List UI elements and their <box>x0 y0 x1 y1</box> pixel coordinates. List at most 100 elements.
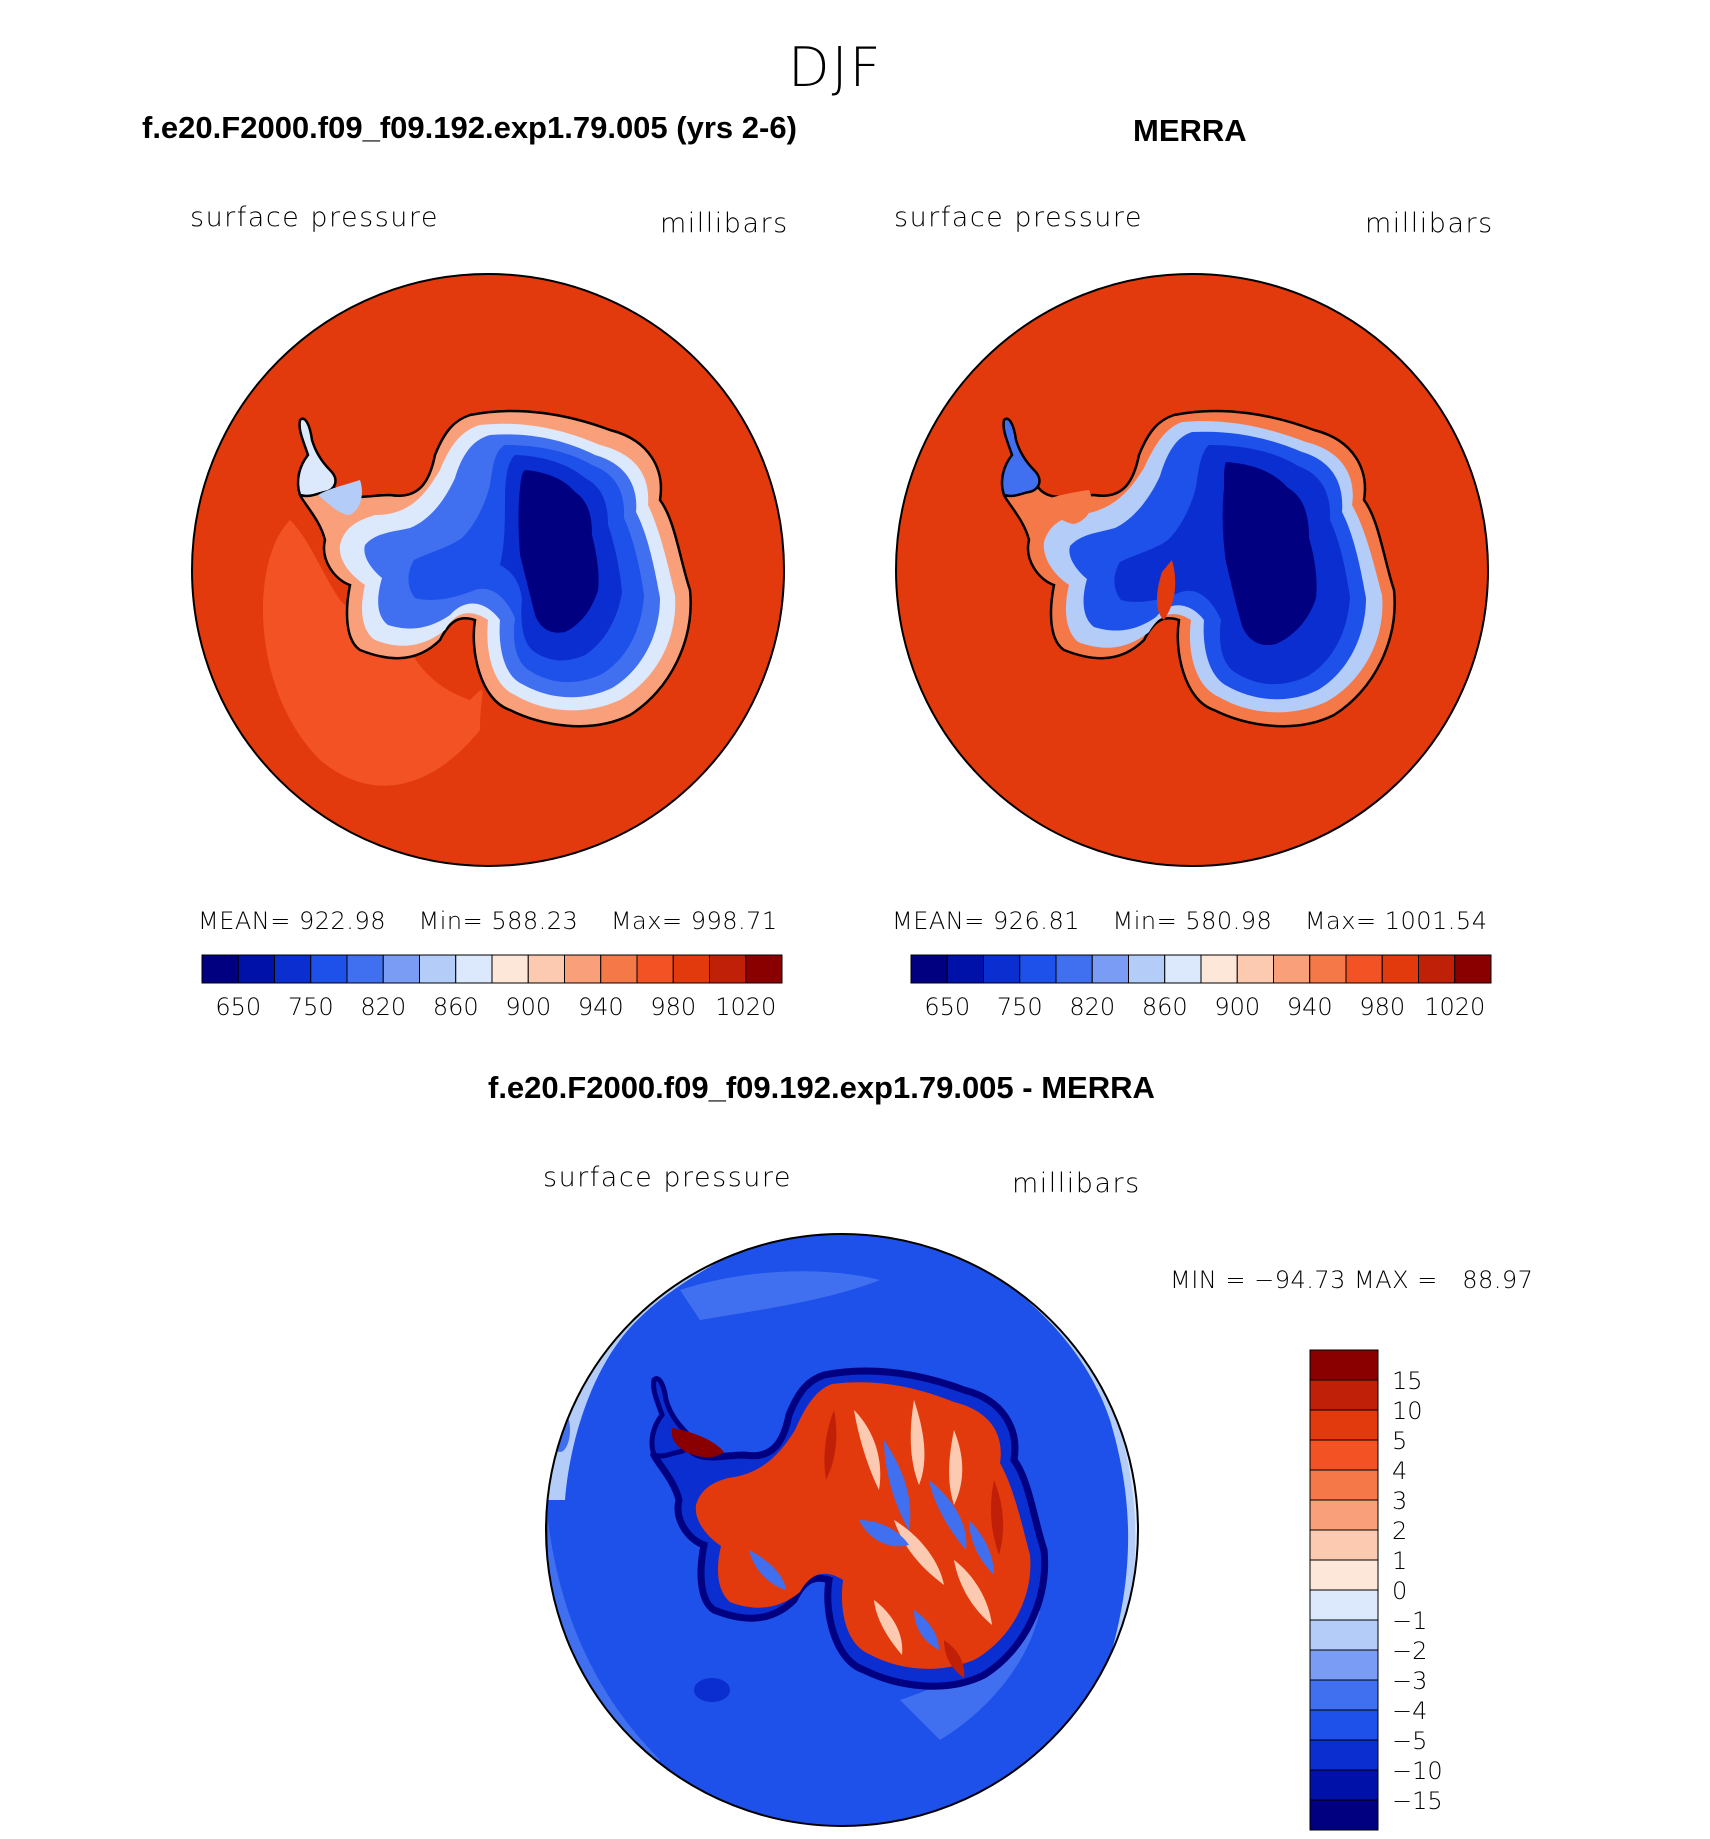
panel2-colorbar-box <box>1019 954 1057 984</box>
panel1-colorbar-box <box>564 954 602 984</box>
panel2-colorbar-box <box>946 954 984 984</box>
panel1-colorbar-box <box>237 954 275 984</box>
panel3-colorbar-box <box>1309 1559 1379 1591</box>
panel1-colorbar-box <box>455 954 493 984</box>
panel2-colorbar-box <box>1345 954 1383 984</box>
panel3-colorbar-box <box>1309 1529 1379 1561</box>
panel2-colorbar-box <box>1236 954 1274 984</box>
panel1-title: f.e20.F2000.f09_f09.192.exp1.79.005 (yrs… <box>142 110 797 145</box>
panel2-max-value: 1001.54 <box>1384 907 1488 935</box>
panel2-colorbar: 650 750 820 860 900 940 980 1020 <box>910 954 1492 1021</box>
panel1-colorbar-box <box>419 954 457 984</box>
panel1-variable-label: surface pressure <box>190 202 439 233</box>
panel1-colorbar-tick-label: 820 <box>360 993 406 1021</box>
panel3-colorbar-tick-label: −5 <box>1392 1727 1427 1755</box>
panel2-colorbar-tick-label: 940 <box>1287 993 1333 1021</box>
panel3-colorbar-tick-label: 5 <box>1392 1427 1407 1455</box>
panel3-colorbar-tick-label: 10 <box>1392 1397 1423 1425</box>
panel2-colorbar-box <box>1454 954 1492 984</box>
panel3-colorbar-tick-label: 4 <box>1392 1457 1407 1485</box>
panel2-stats: MEAN= 926.81 Min= 580.98 Max= 1001.54 <box>892 907 1487 935</box>
panel1-colorbar-box <box>745 954 783 984</box>
panel1-stats: MEAN= 922.98 Min= 588.23 Max= 998.71 <box>198 907 778 935</box>
panel2-map <box>895 273 1489 867</box>
panel2-colorbar-box <box>1273 954 1311 984</box>
panel3-colorbar-tick-label: 2 <box>1392 1517 1407 1545</box>
panel3-colorbar-box <box>1309 1649 1379 1681</box>
panel1-colorbar-tick-label: 750 <box>288 993 334 1021</box>
panel1-colorbar-tick-label: 900 <box>505 993 551 1021</box>
panel1-mean-label: MEAN= <box>198 907 291 935</box>
panel1-colorbar-box <box>709 954 747 984</box>
panel2-max-label: Max= <box>1304 907 1377 935</box>
panel3-colorbar-box <box>1309 1679 1379 1711</box>
panel3-colorbar-tick-label: −15 <box>1392 1787 1443 1815</box>
panel2-colorbar-box <box>1055 954 1093 984</box>
panel2-colorbar-box <box>983 954 1021 984</box>
panel1-colorbar: 650 750 820 860 900 940 980 1020 <box>201 954 783 1021</box>
panel3-colorbar-box <box>1309 1499 1379 1531</box>
panel3-units-label: millibars <box>1012 1168 1141 1199</box>
panel2-colorbar-box <box>1164 954 1202 984</box>
panel1-colorbar-box <box>636 954 674 984</box>
panel3-colorbar-box <box>1309 1769 1379 1801</box>
panel2-colorbar-tick-label: 860 <box>1142 993 1188 1021</box>
panel1-colorbar-box <box>672 954 710 984</box>
panel2-units-label: millibars <box>1365 208 1494 239</box>
panel2-colorbar-tick-label: 650 <box>924 993 970 1021</box>
panel3-colorbar-box <box>1309 1799 1379 1831</box>
panel3-colorbar-tick-label: −10 <box>1392 1757 1443 1785</box>
panel1-colorbar-box <box>527 954 565 984</box>
panel1-colorbar-box <box>310 954 348 984</box>
panel3-stats: MIN = −94.73 MAX = 88.97 <box>1170 1266 1534 1294</box>
panel1-units-label: millibars <box>660 208 789 239</box>
panel3-colorbar-tick-label: −1 <box>1392 1607 1427 1635</box>
panel3-colorbar-tick-label: 3 <box>1392 1487 1407 1515</box>
panel3-colorbar-box <box>1309 1409 1379 1441</box>
panel1-min-value: 588.23 <box>491 907 579 935</box>
panel3-colorbar-box <box>1309 1739 1379 1771</box>
panel3-colorbar-tick-label: −3 <box>1392 1667 1427 1695</box>
panel1-colorbar-tick-label: 1020 <box>715 993 776 1021</box>
panel1-colorbar-tick-label: 940 <box>578 993 624 1021</box>
panel1-colorbar-box <box>600 954 638 984</box>
panel2-colorbar-tick-label: 1020 <box>1424 993 1485 1021</box>
panel3-colorbar-box <box>1309 1709 1379 1741</box>
panel3-variable-label: surface pressure <box>543 1162 792 1193</box>
panel1-colorbar-box <box>491 954 529 984</box>
panel3-title: f.e20.F2000.f09_f09.192.exp1.79.005 - ME… <box>488 1070 1155 1105</box>
panel2-colorbar-tick-label: 750 <box>997 993 1043 1021</box>
panel3-colorbar-box <box>1309 1349 1379 1381</box>
panel1-mean-value: 922.98 <box>299 907 386 935</box>
panel3-colorbar-box <box>1309 1589 1379 1621</box>
panel2-colorbar-box <box>1200 954 1238 984</box>
panel2-colorbar-tick-label: 820 <box>1069 993 1115 1021</box>
panel2-mean-label: MEAN= <box>892 907 985 935</box>
panel3-colorbar-box <box>1309 1379 1379 1411</box>
panel2-title: MERRA <box>1133 113 1247 148</box>
panel1-colorbar-tick-label: 980 <box>650 993 696 1021</box>
panel1-map <box>191 273 785 867</box>
panel1-max-value: 998.71 <box>690 907 778 935</box>
panel2-colorbar-box <box>1091 954 1129 984</box>
panel2-mean-value: 926.81 <box>993 907 1080 935</box>
panel2-colorbar-box <box>1418 954 1456 984</box>
panel2-colorbar-box <box>910 954 948 984</box>
panel2-colorbar-box <box>1128 954 1166 984</box>
panel3-colorbar-box <box>1309 1469 1379 1501</box>
panel2-colorbar-box <box>1381 954 1419 984</box>
panel1-colorbar-box <box>346 954 384 984</box>
panel1-max-label: Max= <box>610 907 683 935</box>
panel3-colorbar-tick-label: 15 <box>1392 1367 1423 1395</box>
panel1-colorbar-box <box>382 954 420 984</box>
panel3-colorbar-tick-label: 0 <box>1392 1577 1407 1605</box>
panel3-colorbar-box <box>1309 1439 1379 1471</box>
panel1-colorbar-tick-label: 650 <box>215 993 261 1021</box>
season-title: DJF <box>788 36 883 99</box>
panel2-colorbar-tick-label: 900 <box>1214 993 1260 1021</box>
panel3-colorbar-tick-label: −4 <box>1392 1697 1427 1725</box>
panel2-colorbar-tick-label: 980 <box>1359 993 1405 1021</box>
panel1-colorbar-tick-label: 860 <box>433 993 479 1021</box>
